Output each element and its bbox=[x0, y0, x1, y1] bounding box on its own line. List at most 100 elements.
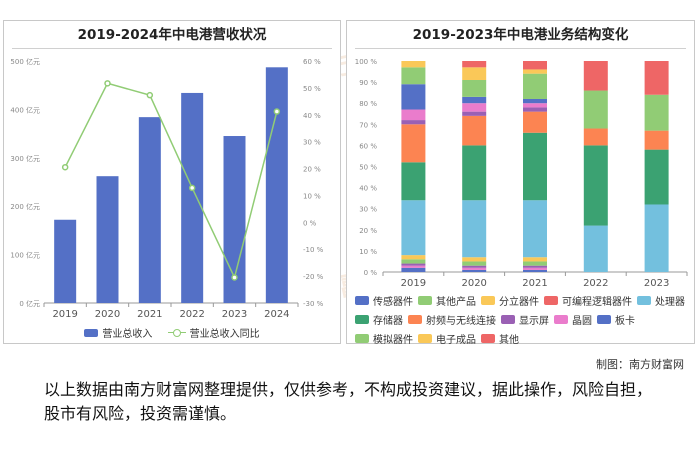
legend-item[interactable]: 处理器 bbox=[637, 293, 685, 308]
legend-item-revenue-yoy[interactable]: 营业总收入同比 bbox=[167, 325, 260, 340]
stacked-bar-segment bbox=[401, 124, 426, 163]
stacked-bar-segment bbox=[462, 261, 487, 266]
stacked-bar-segment bbox=[462, 257, 487, 262]
legend-swatch bbox=[355, 315, 369, 324]
legend-label: 板卡 bbox=[615, 316, 635, 327]
legend-swatch bbox=[481, 296, 495, 305]
y-tick-label-left: 400 亿元 bbox=[10, 105, 40, 114]
legend-item[interactable]: 晶圆 bbox=[554, 312, 592, 327]
legend-item[interactable]: 电子成品 bbox=[418, 331, 476, 346]
stacked-bar-segment bbox=[583, 128, 608, 146]
y-tick-label: 30 % bbox=[359, 206, 377, 214]
bar bbox=[54, 219, 77, 303]
yoy-point bbox=[146, 91, 154, 99]
legend-label: 其他产品 bbox=[436, 297, 476, 308]
legend-swatch bbox=[501, 315, 515, 324]
yoy-point bbox=[104, 80, 111, 87]
yoy-point bbox=[231, 274, 238, 281]
legend-label: 晶圆 bbox=[572, 316, 592, 327]
stacked-bar-segment bbox=[523, 200, 547, 258]
x-tick-label: 2021 bbox=[137, 309, 162, 320]
revenue-chart-panel: 2019-2024年中电港营收状况 0 亿元 100 亿元 200 亿元 300 亿元… bbox=[3, 20, 341, 344]
stacked-bar-segment bbox=[401, 109, 426, 121]
x-tick-label: 2020 bbox=[461, 278, 486, 289]
credit: 制图：南方财富网 bbox=[596, 358, 684, 371]
revenue-chart: 0 亿元 100 亿元 200 亿元 300 亿元 400 亿元 500 亿元 -30 % -… bbox=[10, 57, 324, 320]
legend-swatch bbox=[355, 296, 369, 305]
stacked-bar-segment bbox=[644, 130, 669, 150]
stacked-bar-segment bbox=[523, 107, 547, 112]
legend-item[interactable]: 射频与无线连接 bbox=[408, 312, 496, 327]
legend-swatch bbox=[408, 315, 422, 324]
y-tick-label: 100 % bbox=[355, 58, 378, 66]
stacked-bar-segment bbox=[462, 96, 487, 104]
legend-swatch bbox=[418, 334, 432, 343]
yoy-point bbox=[188, 184, 196, 192]
legend-label: 可编程逻辑器件 bbox=[562, 297, 632, 308]
x-tick-label: 2024 bbox=[264, 309, 289, 320]
legend-item[interactable]: 其他产品 bbox=[418, 293, 476, 308]
legend-label: 处理器 bbox=[655, 297, 685, 308]
legend-item[interactable]: 可编程逻辑器件 bbox=[544, 293, 632, 308]
stacked-bar-segment bbox=[583, 90, 608, 129]
yoy-point bbox=[61, 163, 69, 171]
legend-label: 营业总收入 bbox=[102, 329, 153, 340]
legend-item-revenue[interactable]: 营业总收入 bbox=[84, 325, 152, 340]
y-tick-label-right: 0 % bbox=[303, 219, 317, 227]
stacked-bar-segment bbox=[401, 120, 426, 125]
legend-swatch bbox=[481, 334, 495, 343]
x-tick-label: 2023 bbox=[222, 309, 247, 320]
y-tick-label-right: -10 % bbox=[303, 246, 324, 254]
legend-item[interactable]: 其他 bbox=[481, 331, 519, 346]
y-tick-label-left: 100 亿元 bbox=[10, 251, 40, 260]
y-tick-label-right: 50 % bbox=[303, 85, 321, 93]
y-tick-label: 80 % bbox=[359, 100, 377, 108]
bar bbox=[96, 176, 119, 303]
stacked-bar-segment bbox=[462, 115, 487, 146]
stacked-bar-segment bbox=[462, 61, 487, 68]
legend-item[interactable]: 分立器件 bbox=[481, 293, 539, 308]
legend-label: 存储器 bbox=[373, 316, 403, 327]
stacked-bar-segment bbox=[644, 204, 669, 272]
stacked-bar-segment bbox=[523, 69, 547, 74]
legend-item[interactable]: 传感器件 bbox=[355, 293, 413, 308]
y-tick-label-right: 60 % bbox=[303, 58, 321, 66]
yoy-point bbox=[273, 108, 281, 115]
stacked-bar-segment bbox=[401, 255, 426, 260]
x-tick-label: 2020 bbox=[95, 309, 120, 320]
legend-item[interactable]: 模拟器件 bbox=[355, 331, 413, 346]
stacked-bar-segment bbox=[462, 267, 487, 270]
y-tick-label-left: 300 亿元 bbox=[10, 154, 40, 163]
y-tick-label: 20 % bbox=[359, 227, 377, 235]
x-tick-label: 2023 bbox=[644, 278, 669, 289]
bar bbox=[138, 117, 161, 303]
y-tick-label-right: 10 % bbox=[303, 192, 321, 200]
x-tick-label: 2019 bbox=[52, 309, 77, 320]
stacked-bar-segment bbox=[523, 73, 547, 99]
legend-item[interactable]: 显示屏 bbox=[501, 312, 549, 327]
legend-swatch bbox=[554, 315, 568, 324]
y-tick-label: 40 % bbox=[359, 185, 377, 193]
x-tick-label: 2021 bbox=[522, 278, 547, 289]
stacked-bar-segment bbox=[523, 257, 547, 262]
legend-item[interactable]: 板卡 bbox=[597, 312, 635, 327]
y-tick-label: 70 % bbox=[359, 121, 377, 129]
legend-item[interactable]: 存储器 bbox=[355, 312, 403, 327]
stacked-bar-segment bbox=[583, 145, 608, 226]
y-tick-label-left: 0 亿元 bbox=[19, 299, 40, 308]
chart-legend: 传感器件 其他产品 分立器件 可编程逻辑器件 处理器存储器 射频与无线连接 显示屏 晶圆 板卡模… bbox=[355, 293, 695, 350]
stacked-bar-segment bbox=[523, 269, 547, 272]
y-tick-label: 60 % bbox=[359, 142, 377, 150]
legend-label: 显示屏 bbox=[519, 316, 549, 327]
legend-swatch bbox=[84, 328, 99, 337]
stacked-bar-segment bbox=[644, 149, 669, 205]
y-tick-label-left: 500 亿元 bbox=[10, 57, 40, 66]
legend-swatch bbox=[544, 296, 558, 305]
stacked-bar-segment bbox=[401, 162, 426, 201]
legend-label: 营业总收入同比 bbox=[189, 329, 260, 340]
stacked-bar-segment bbox=[401, 61, 426, 68]
legend-label: 传感器件 bbox=[373, 297, 413, 308]
legend-swatch bbox=[637, 296, 651, 305]
stacked-bar-segment bbox=[523, 111, 547, 133]
stacked-bar-segment bbox=[462, 103, 487, 112]
